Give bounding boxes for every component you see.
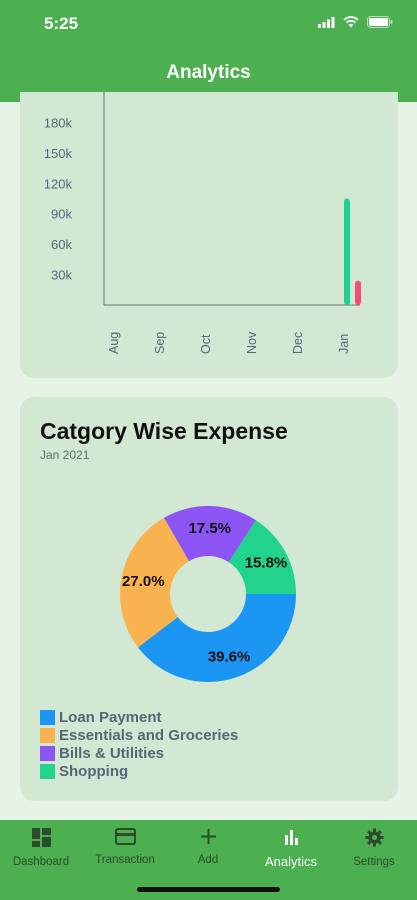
card-subtitle: Jan 2021 bbox=[40, 448, 90, 462]
x-tick-label: Aug bbox=[107, 332, 121, 354]
y-tick-label: 90k bbox=[51, 207, 72, 222]
nav-label: Settings bbox=[353, 856, 395, 868]
y-tick-label: 60k bbox=[51, 237, 72, 252]
app-header: 5:25 Analytics bbox=[0, 0, 417, 102]
y-tick-label: 180k bbox=[44, 115, 73, 130]
legend-swatch bbox=[40, 745, 55, 761]
pie-slice bbox=[228, 520, 296, 594]
dashboard-icon bbox=[31, 828, 51, 847]
legend-swatch bbox=[40, 709, 55, 725]
pie-slice bbox=[119, 517, 189, 648]
slice-label: 39.6% bbox=[208, 649, 251, 666]
x-tick-label: Oct bbox=[199, 334, 213, 354]
nav-transaction[interactable]: Transaction bbox=[80, 828, 170, 866]
x-tick-label: Sep bbox=[153, 332, 167, 354]
pie-slice bbox=[137, 594, 296, 682]
legend-item-shopping: Shopping bbox=[40, 762, 238, 780]
nav-add[interactable]: Add bbox=[163, 828, 253, 866]
gear-icon bbox=[365, 828, 383, 847]
y-tick-label: 150k bbox=[44, 146, 73, 161]
y-tick-label: 30k bbox=[51, 268, 72, 283]
x-tick-label: Jan bbox=[337, 334, 351, 354]
legend-swatch bbox=[40, 763, 55, 779]
category-donut-chart: 39.6% 27.0% 17.5% 15.8% bbox=[119, 506, 296, 682]
legend-item-bills: Bills & Utilities bbox=[40, 744, 238, 762]
nav-label: Analytics bbox=[264, 854, 318, 869]
bar bbox=[344, 198, 350, 305]
legend-label: Essentials and Groceries bbox=[59, 726, 239, 744]
x-tick-label: Nov bbox=[245, 331, 259, 354]
slice-label: 15.8% bbox=[245, 555, 288, 572]
nav-label: Add bbox=[197, 854, 219, 866]
battery-icon bbox=[367, 16, 393, 28]
wifi-icon bbox=[343, 16, 359, 28]
legend-item-loan-payment: Loan Payment bbox=[40, 708, 238, 726]
legend-label: Bills & Utilities bbox=[59, 744, 165, 762]
nav-analytics[interactable]: Analytics bbox=[246, 828, 336, 869]
bottom-nav: Dashboard Transaction Add Analytics bbox=[0, 820, 417, 900]
chart-legend: Loan Payment Essentials and Groceries Bi… bbox=[40, 708, 238, 780]
nav-dashboard[interactable]: Dashboard bbox=[0, 828, 86, 868]
nav-settings[interactable]: Settings bbox=[329, 828, 417, 868]
bar-chart-icon bbox=[284, 830, 298, 845]
legend-swatch bbox=[40, 727, 55, 743]
page-title: Analytics bbox=[166, 62, 251, 83]
card-icon bbox=[114, 828, 136, 845]
y-tick-label: 120k bbox=[44, 176, 73, 191]
legend-label: Loan Payment bbox=[59, 708, 162, 726]
category-expense-card: Catgory Wise Expense Jan 2021 39.6% 27.0%… bbox=[20, 397, 398, 801]
plus-icon bbox=[200, 829, 216, 844]
home-indicator bbox=[137, 887, 280, 892]
status-time: 5:25 bbox=[44, 14, 79, 33]
legend-item-essentials: Essentials and Groceries bbox=[40, 726, 238, 744]
bar bbox=[355, 280, 361, 305]
pie-slice bbox=[164, 506, 257, 563]
signal-icon bbox=[318, 16, 335, 28]
monthly-bar-chart: 30k 60k 90k 120k 150k 180k Aug Sep Oct Nov Dec Jan bbox=[44, 92, 361, 354]
nav-label: Transaction bbox=[95, 854, 155, 866]
legend-label: Shopping bbox=[59, 762, 129, 780]
card-title: Catgory Wise Expense bbox=[40, 418, 288, 444]
monthly-expense-card: 30k 60k 90k 120k 150k 180k Aug Sep Oct Nov Dec Jan bbox=[20, 92, 398, 378]
nav-label: Dashboard bbox=[12, 856, 70, 868]
slice-label: 27.0% bbox=[122, 573, 165, 590]
x-tick-label: Dec bbox=[291, 332, 305, 354]
status-icons bbox=[318, 16, 393, 28]
slice-label: 17.5% bbox=[188, 520, 231, 537]
